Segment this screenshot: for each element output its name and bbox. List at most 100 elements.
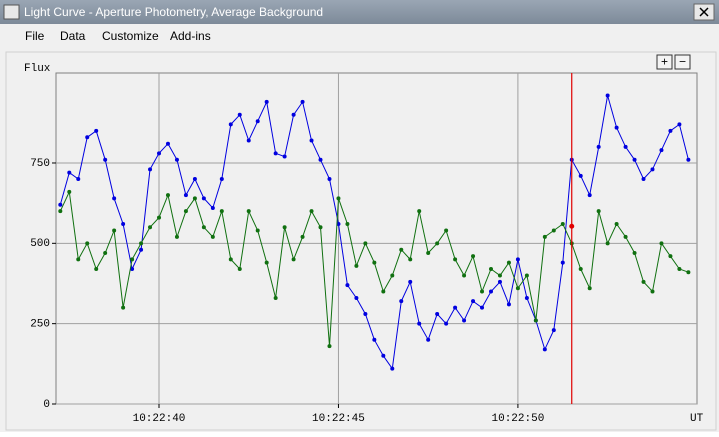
data-point [157,151,162,156]
data-point [94,128,99,133]
data-point [471,254,476,259]
data-point [488,267,493,272]
data-point [497,273,502,278]
data-point [372,260,377,265]
zoom-button[interactable] [674,54,691,70]
data-point [237,267,242,272]
data-point [587,193,592,198]
close-button[interactable] [693,3,715,21]
data-point [282,154,287,159]
data-point [614,222,619,227]
data-point [408,257,413,262]
data-point [641,279,646,284]
zoom-button-label[interactable]: + [661,55,668,69]
data-point [542,234,547,239]
data-point [246,209,251,214]
data-point [471,299,476,304]
data-point [560,260,565,265]
data-point [121,222,126,227]
data-point [58,209,63,214]
data-point [246,138,251,143]
x-tick-label: 10:22:50 [492,413,545,425]
data-point [408,279,413,284]
data-point [291,112,296,117]
data-point [309,209,314,214]
data-point [201,225,206,230]
data-point [363,312,368,317]
data-point [605,241,610,246]
plot: 0 250 500 750 10:22:40 10:22:45 10:22:50 [30,72,698,425]
data-point [480,305,485,310]
data-point [273,151,278,156]
data-point [130,257,135,262]
data-point [453,257,458,262]
data-point [650,167,655,172]
data-point [76,177,81,182]
data-point [363,241,368,246]
data-point [103,157,108,162]
data-point [354,263,359,268]
data-point [444,321,449,326]
data-point [578,267,583,272]
data-point [632,157,637,162]
zoom-button-label[interactable]: − [679,55,686,69]
y-tick-label: 250 [30,319,50,331]
app-icon [3,4,20,20]
data-point [264,99,269,104]
data-point [130,267,135,272]
data-point [112,196,117,201]
data-point [139,247,144,252]
menu-item[interactable]: File [25,29,45,43]
data-point [632,250,637,255]
data-point [462,273,467,278]
data-point [596,209,601,214]
data-point [219,209,224,214]
data-point [677,122,682,127]
data-point [623,144,628,149]
data-point [497,279,502,284]
x-axis-label: UT [690,413,704,425]
menu-item[interactable]: Add-ins [170,29,211,43]
y-axis-label: Flux [24,63,51,75]
y-tick-label: 0 [43,399,50,411]
data-point [578,173,583,178]
data-point [677,267,682,272]
menu-item[interactable]: Customize [102,29,159,43]
data-point [210,234,215,239]
data-point [165,193,170,198]
data-point [183,209,188,214]
data-point [318,225,323,230]
data-point [291,257,296,262]
data-point [228,257,233,262]
data-point [480,289,485,294]
data-point [435,312,440,317]
data-point [417,209,422,214]
data-point [309,138,314,143]
data-point [381,353,386,358]
data-point [112,228,117,233]
data-point [650,289,655,294]
data-point [148,225,153,230]
menu-item[interactable]: Data [60,29,86,43]
data-point [560,222,565,227]
data-point [641,177,646,182]
data-point [390,366,395,371]
data-point [435,241,440,246]
data-point [165,141,170,146]
x-tick-label: 10:22:40 [133,413,186,425]
data-point [264,260,269,265]
data-point [67,189,72,194]
window-title: Light Curve - Aperture Photometry, Avera… [24,5,323,19]
data-point [121,305,126,310]
data-point [506,260,511,265]
zoom-button[interactable] [656,54,673,70]
close-icon[interactable] [699,7,709,17]
data-point [255,228,260,233]
data-point [426,250,431,255]
data-point [524,273,529,278]
data-point [381,289,386,294]
data-point [668,254,673,259]
data-point [85,241,90,246]
data-point [336,196,341,201]
